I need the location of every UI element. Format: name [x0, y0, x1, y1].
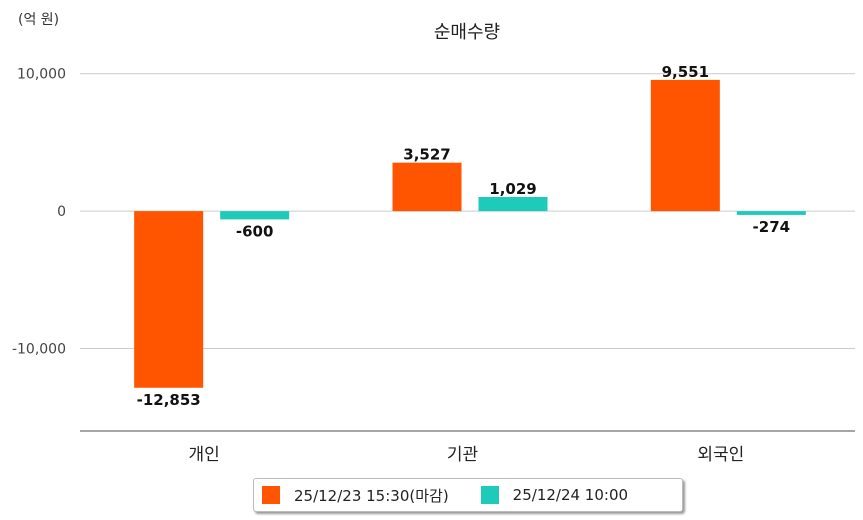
bar[interactable] [736, 211, 806, 215]
data-label: -274 [753, 218, 791, 236]
legend-item-series-1[interactable]: 25/12/23 15:30(마감) [254, 485, 449, 506]
bar[interactable] [134, 211, 204, 388]
bar[interactable] [392, 162, 462, 212]
legend-swatch [262, 486, 280, 504]
legend-label: 25/12/24 10:00 [512, 486, 629, 504]
legend-item-series-2[interactable]: 25/12/24 10:00 [473, 486, 628, 504]
y-tick-label: -10,000 [12, 342, 66, 358]
data-label: 9,551 [662, 63, 709, 81]
bar[interactable] [650, 79, 720, 212]
chart-title: 순매수량 [434, 22, 500, 43]
bar[interactable] [220, 211, 290, 220]
bar[interactable] [478, 197, 548, 212]
y-tick-label: 0 [57, 204, 66, 220]
x-tick-label: 기관 [447, 445, 478, 465]
data-label: -12,853 [137, 391, 201, 409]
x-tick-label: 개인 [189, 445, 220, 465]
legend-label: 25/12/23 15:30(마감) [294, 486, 449, 505]
y-tick-label: 10,000 [17, 67, 66, 83]
data-label: 3,527 [403, 146, 450, 164]
data-label: -600 [236, 222, 274, 240]
x-tick-label: 외국인 [697, 445, 744, 465]
legend: 25/12/23 15:30(마감) 25/12/24 10:00 [253, 478, 683, 512]
unit-label: (억 원) [18, 12, 59, 28]
legend-swatch [480, 486, 499, 504]
data-label: 1,029 [489, 180, 536, 198]
